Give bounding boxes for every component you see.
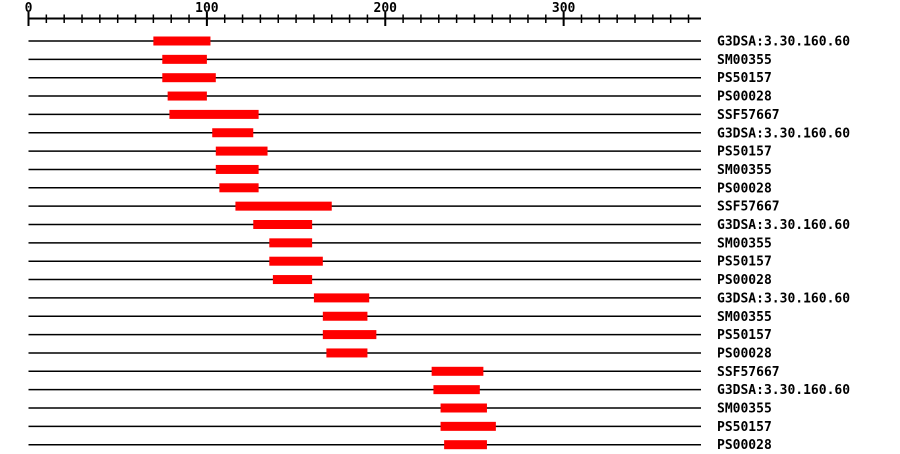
row-label[interactable]: SSF57667 [717,108,780,123]
domain-bar[interactable] [313,293,370,303]
row-label[interactable]: G3DSA:3.30.160.60 [717,126,850,141]
row-label[interactable]: PS50157 [717,255,772,270]
domain-bar[interactable] [322,330,377,340]
row-label[interactable]: G3DSA:3.30.160.60 [717,218,850,233]
domain-bar[interactable] [215,146,268,156]
axis-tick-label: 100 [195,1,219,16]
domain-bar[interactable] [326,348,368,358]
axis-tick-label: 300 [552,1,576,16]
domain-bar[interactable] [444,440,487,450]
domain-bar[interactable] [169,109,259,119]
row-label[interactable]: G3DSA:3.30.160.60 [717,383,850,398]
domain-bar[interactable] [162,54,207,64]
domain-bar[interactable] [219,183,259,193]
row-label[interactable]: PS50157 [717,71,772,86]
row-label[interactable]: PS00028 [717,346,772,361]
domain-bar[interactable] [167,91,207,101]
domain-bar[interactable] [269,238,313,248]
domain-bar[interactable] [272,275,313,285]
domain-bar[interactable] [322,311,368,321]
row-label[interactable]: PS50157 [717,145,772,160]
row-label[interactable]: SM00355 [717,236,772,251]
axis-tick-label: 0 [25,1,33,16]
row-label[interactable]: PS00028 [717,438,772,453]
row-label[interactable]: PS50157 [717,328,772,343]
row-label[interactable]: PS00028 [717,273,772,288]
domain-bar[interactable] [153,36,211,46]
domain-bar[interactable] [431,366,484,376]
row-label[interactable]: SM00355 [717,402,772,417]
row-label[interactable]: SSF57667 [717,200,780,215]
domain-bar[interactable] [269,256,323,266]
domain-bar[interactable] [440,403,487,413]
row-label[interactable]: G3DSA:3.30.160.60 [717,35,850,50]
row-label[interactable]: G3DSA:3.30.160.60 [717,291,850,306]
axis-tick-label: 200 [374,1,398,16]
domain-bar[interactable] [440,421,496,431]
domain-bar[interactable] [433,385,480,395]
row-label[interactable]: SM00355 [717,163,772,178]
row-label[interactable]: SSF57667 [717,365,780,380]
row-label[interactable]: SM00355 [717,53,772,68]
domain-bar[interactable] [162,73,216,83]
domain-bar[interactable] [215,164,259,174]
domain-bar[interactable] [212,128,254,138]
row-label[interactable]: SM00355 [717,310,772,325]
row-label[interactable]: PS00028 [717,90,772,105]
row-label[interactable]: PS50157 [717,420,772,435]
row-label[interactable]: PS00028 [717,181,772,196]
domain-bar[interactable] [235,201,332,211]
domain-bar[interactable] [253,220,313,229]
